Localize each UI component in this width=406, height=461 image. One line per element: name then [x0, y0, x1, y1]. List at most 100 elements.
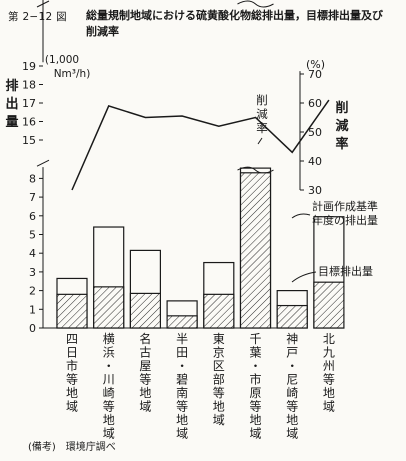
target-emission-bar: [203, 293, 235, 329]
axes-layer: 0 1 2 3 4 5 6 7 8 15 16 17 18 19 (1,000 Nm³/h) 排出量 30 40 50…: [5, 0, 349, 335]
category-label-char: 田: [176, 346, 188, 360]
left-axis-unit: Nm³/h): [54, 68, 91, 80]
category-label-char: 川: [103, 373, 115, 387]
reduction-rate-line: [71, 99, 330, 191]
left-axis-unit: (1,000: [45, 54, 79, 66]
category-label-char: 市: [249, 372, 261, 387]
target-emission-bar: [313, 281, 345, 329]
category-label-char: 域: [139, 400, 151, 414]
category-label-char: 横: [103, 332, 115, 346]
category-label-char: 地: [103, 413, 115, 427]
left-tick-label: 7: [29, 191, 36, 204]
category-label-char: 域: [103, 427, 115, 441]
left-axis-label-char: 量: [5, 115, 18, 130]
chart-title: 総量規制地域における硫黄酸化物総排出量，目標排出量及び削減率: [86, 9, 383, 38]
right-tick-label: 30: [308, 184, 322, 197]
category-label-char: 地: [213, 400, 225, 414]
category-label-char: 東: [213, 332, 225, 346]
rate-annotation-char: 削: [256, 93, 268, 107]
right-axis-unit: (%): [306, 58, 325, 71]
category-label-char: 域: [213, 413, 225, 427]
figure-number: 第 2−12 図: [8, 11, 67, 23]
right-axis-label-char: 削: [335, 100, 348, 116]
category-label-char: 崎: [286, 386, 298, 400]
category-label-char: 地: [66, 386, 78, 400]
right-axis-label-char: 減: [335, 118, 348, 134]
source-note: (備考) 環境庁調べ: [28, 442, 116, 453]
category-label-char: 原: [249, 386, 261, 400]
base-annotation-line2: 年度の排出量: [312, 213, 378, 227]
category-label-char: 日: [66, 346, 78, 360]
base-annotation-leader: [291, 213, 311, 219]
category-label-char: 四: [66, 332, 78, 346]
rate-annotation-char: 減: [256, 107, 268, 121]
category-label-char: 域: [66, 400, 78, 414]
category-label-char: 戸: [286, 346, 298, 360]
category-label-char: 屋: [139, 359, 151, 373]
left-tick-label: 0: [29, 322, 36, 335]
left-tick-label: 19: [22, 60, 36, 73]
category-label-char: 地: [286, 413, 298, 427]
category-label-char: 域: [323, 400, 335, 414]
left-tick-label: 8: [29, 172, 36, 185]
left-axis-label-char: 排: [5, 78, 18, 94]
category-label-char: 等: [213, 386, 225, 400]
target-emission-bar: [239, 172, 272, 329]
base-annotation-line1: 計画作成基準: [312, 199, 378, 213]
right-tick-label: 70: [308, 68, 322, 81]
left-tick-label: 6: [29, 210, 36, 223]
category-label-char: 崎: [103, 386, 115, 400]
category-label-char: 地: [249, 413, 261, 427]
category-label-char: 市: [66, 358, 78, 373]
category-label-char: ・: [249, 359, 261, 373]
category-label-char: ・: [176, 359, 188, 373]
target-emission-bar: [276, 304, 308, 329]
left-tick-label: 4: [29, 247, 36, 260]
category-label-char: 等: [286, 400, 298, 414]
right-axis-label-char: 率: [335, 136, 348, 152]
category-label-char: ・: [103, 359, 115, 373]
left-tick-label: 15: [22, 134, 36, 147]
category-label-char: 地: [323, 386, 335, 400]
category-label-char: 九: [323, 346, 335, 360]
category-label-char: 等: [139, 373, 151, 387]
category-label-char: 区: [213, 359, 225, 373]
rate-line-layer: [71, 99, 330, 191]
category-label-char: 州: [323, 359, 335, 373]
category-label-char: 名: [139, 331, 151, 346]
category-label-char: 京: [213, 346, 225, 360]
bar-break-mark: [237, 0, 274, 8]
right-tick-label: 50: [308, 126, 322, 139]
category-label-char: 等: [323, 373, 335, 387]
target-emission-bar: [56, 293, 88, 329]
target-emission-bar: [166, 315, 198, 329]
category-label-char: 南: [176, 385, 188, 400]
rate-annotation-char: 率: [256, 121, 268, 135]
right-tick-label: 60: [308, 97, 322, 110]
left-tick-label: 2: [29, 285, 36, 298]
category-label-char: 地: [176, 413, 188, 427]
bars-layer: [56, 0, 345, 329]
left-axis-label-char: 出: [5, 96, 18, 112]
left-tick-label: 5: [29, 229, 36, 242]
category-label-char: ・: [286, 359, 298, 373]
target-emission-bar: [93, 286, 125, 329]
category-label-char: 地: [139, 386, 151, 400]
category-label-char: 等: [176, 400, 188, 414]
category-label-char: 等: [103, 400, 115, 414]
category-label-char: 域: [176, 427, 188, 441]
axis-break-mark: [36, 0, 50, 8]
category-label-char: 尼: [286, 373, 298, 387]
category-label-char: 域: [286, 427, 298, 441]
category-label-char: 碧: [176, 373, 188, 387]
target-emission-bar: [129, 292, 161, 329]
category-label-char: 等: [249, 400, 261, 414]
axis-break-mark: [36, 159, 50, 167]
left-tick-label: 18: [22, 79, 36, 92]
category-label-char: 域: [249, 427, 261, 441]
right-tick-label: 40: [308, 155, 322, 168]
left-tick-label: 3: [29, 266, 36, 279]
category-label-char: 千: [249, 332, 261, 346]
target-annotation: 目標排出量: [318, 264, 373, 278]
category-label-char: 浜: [103, 346, 115, 360]
